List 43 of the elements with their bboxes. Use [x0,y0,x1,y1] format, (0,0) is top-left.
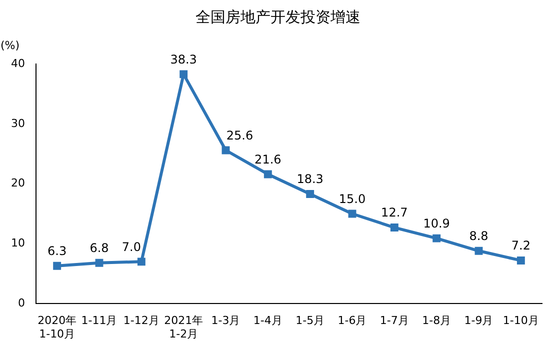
data-label: 8.8 [469,229,488,244]
point [180,70,188,78]
data-label: 6.8 [90,240,109,255]
x-tick-label: 1-8月 [422,314,452,328]
data-label: 7.0 [122,240,141,254]
point [474,246,483,255]
point [137,258,146,266]
point [306,190,314,198]
data-label: 12.7 [381,206,408,220]
point [53,262,62,270]
y-tick-label: 30 [10,116,25,130]
y-tick-label: 20 [10,176,25,190]
point [432,234,441,242]
x-tick-label: 1-7月 [380,314,409,328]
x-tick-label: 1-5月 [296,314,325,328]
point [348,210,356,218]
y-tick-label: 10 [10,236,25,250]
x-tick-label: 1-6月 [338,314,367,328]
x-tick-label: 2021年 1-2月 [164,314,204,340]
x-tick-label: 1-4月 [253,314,282,328]
data-label: 7.2 [511,238,530,253]
x-tick-label: 1-11月 [81,314,118,328]
x-tick-label: 1-9月 [464,314,494,328]
y-tick-label: 0 [18,296,25,310]
point [222,146,230,154]
data-label: 38.3 [170,52,197,66]
chart-title: 全国房地产开发投资增速 [194,8,362,27]
data-label: 10.9 [423,216,450,230]
data-label: 15.0 [338,192,366,206]
point [516,256,525,264]
x-tick-label: 1-12月 [123,314,160,328]
x-tick-label: 2020年 1-10月 [38,314,77,340]
data-label: 6.3 [48,244,67,258]
point [390,224,398,232]
data-label: 21.6 [254,152,282,166]
x-tick-label: 1-3月 [211,314,240,328]
point [264,170,272,178]
y-tick-label: 40 [10,56,25,70]
data-label: 18.3 [296,172,324,186]
point [95,258,104,267]
y-axis-title: (%) [0,38,20,52]
x-tick-label: 1-10月 [502,314,539,328]
data-label: 25.6 [226,128,254,142]
